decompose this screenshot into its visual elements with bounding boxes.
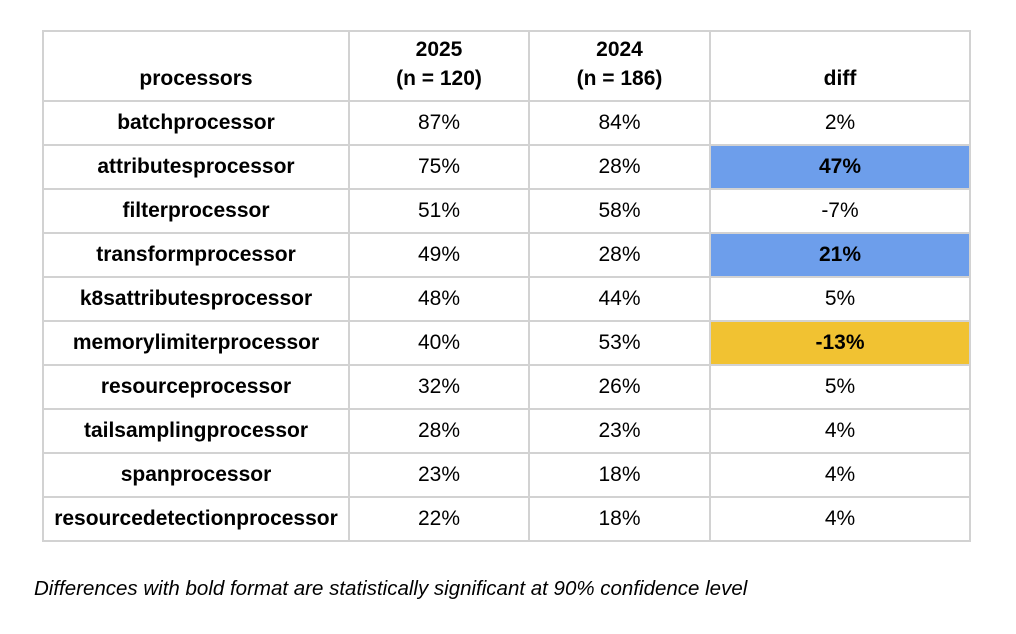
header-2024: 2024 (n = 186)	[528, 30, 711, 102]
table-row: spanprocessor 23% 18% 4%	[42, 452, 971, 498]
processor-name: resourceprocessor	[42, 364, 350, 410]
diff-value: 5%	[709, 364, 971, 410]
table-row: resourceprocessor 32% 26% 5%	[42, 364, 971, 410]
diff-value: -13%	[709, 320, 971, 366]
value-2024: 23%	[528, 408, 711, 454]
diff-value: 21%	[709, 232, 971, 278]
header-2025-year: 2025	[415, 38, 463, 61]
value-2025: 23%	[348, 452, 530, 498]
processor-name: tailsamplingprocessor	[42, 408, 350, 454]
processor-name: batchprocessor	[42, 100, 350, 146]
table-row: transformprocessor 49% 28% 21%	[42, 232, 971, 278]
diff-value: 4%	[709, 496, 971, 542]
diff-value: 4%	[709, 408, 971, 454]
value-2024: 18%	[528, 496, 711, 542]
value-2024: 26%	[528, 364, 711, 410]
header-2024-n: (n = 186)	[576, 67, 663, 90]
processor-name: memorylimiterprocessor	[42, 320, 350, 366]
header-2025: 2025 (n = 120)	[348, 30, 530, 102]
diff-value: 5%	[709, 276, 971, 322]
value-2024: 58%	[528, 188, 711, 234]
diff-value: 2%	[709, 100, 971, 146]
value-2025: 75%	[348, 144, 530, 190]
table-row: filterprocessor 51% 58% -7%	[42, 188, 971, 234]
table-row: resourcedetectionprocessor 22% 18% 4%	[42, 496, 971, 542]
value-2025: 48%	[348, 276, 530, 322]
table-row: tailsamplingprocessor 28% 23% 4%	[42, 408, 971, 454]
value-2025: 51%	[348, 188, 530, 234]
diff-value: 47%	[709, 144, 971, 190]
diff-value: 4%	[709, 452, 971, 498]
value-2025: 22%	[348, 496, 530, 542]
processor-name: transformprocessor	[42, 232, 350, 278]
table-row: memorylimiterprocessor 40% 53% -13%	[42, 320, 971, 366]
header-processors: processors	[42, 30, 350, 102]
value-2024: 53%	[528, 320, 711, 366]
value-2025: 49%	[348, 232, 530, 278]
table-row: k8sattributesprocessor 48% 44% 5%	[42, 276, 971, 322]
value-2024: 28%	[528, 232, 711, 278]
value-2024: 28%	[528, 144, 711, 190]
value-2025: 32%	[348, 364, 530, 410]
processor-name: attributesprocessor	[42, 144, 350, 190]
value-2025: 28%	[348, 408, 530, 454]
significance-footnote: Differences with bold format are statist…	[34, 577, 748, 600]
processor-name: resourcedetectionprocessor	[42, 496, 350, 542]
value-2025: 40%	[348, 320, 530, 366]
value-2024: 18%	[528, 452, 711, 498]
value-2024: 84%	[528, 100, 711, 146]
processor-name: filterprocessor	[42, 188, 350, 234]
diff-value: -7%	[709, 188, 971, 234]
processors-comparison-table: processors 2025 (n = 120) 2024 (n = 186)…	[42, 30, 971, 542]
header-diff: diff	[709, 30, 971, 102]
processor-name: k8sattributesprocessor	[42, 276, 350, 322]
value-2024: 44%	[528, 276, 711, 322]
header-2025-n: (n = 120)	[396, 67, 482, 90]
value-2025: 87%	[348, 100, 530, 146]
table-row: attributesprocessor 75% 28% 47%	[42, 144, 971, 190]
table-row: batchprocessor 87% 84% 2%	[42, 100, 971, 146]
header-row: processors 2025 (n = 120) 2024 (n = 186)…	[42, 30, 971, 102]
header-2024-year: 2024	[596, 38, 643, 61]
processor-name: spanprocessor	[42, 452, 350, 498]
